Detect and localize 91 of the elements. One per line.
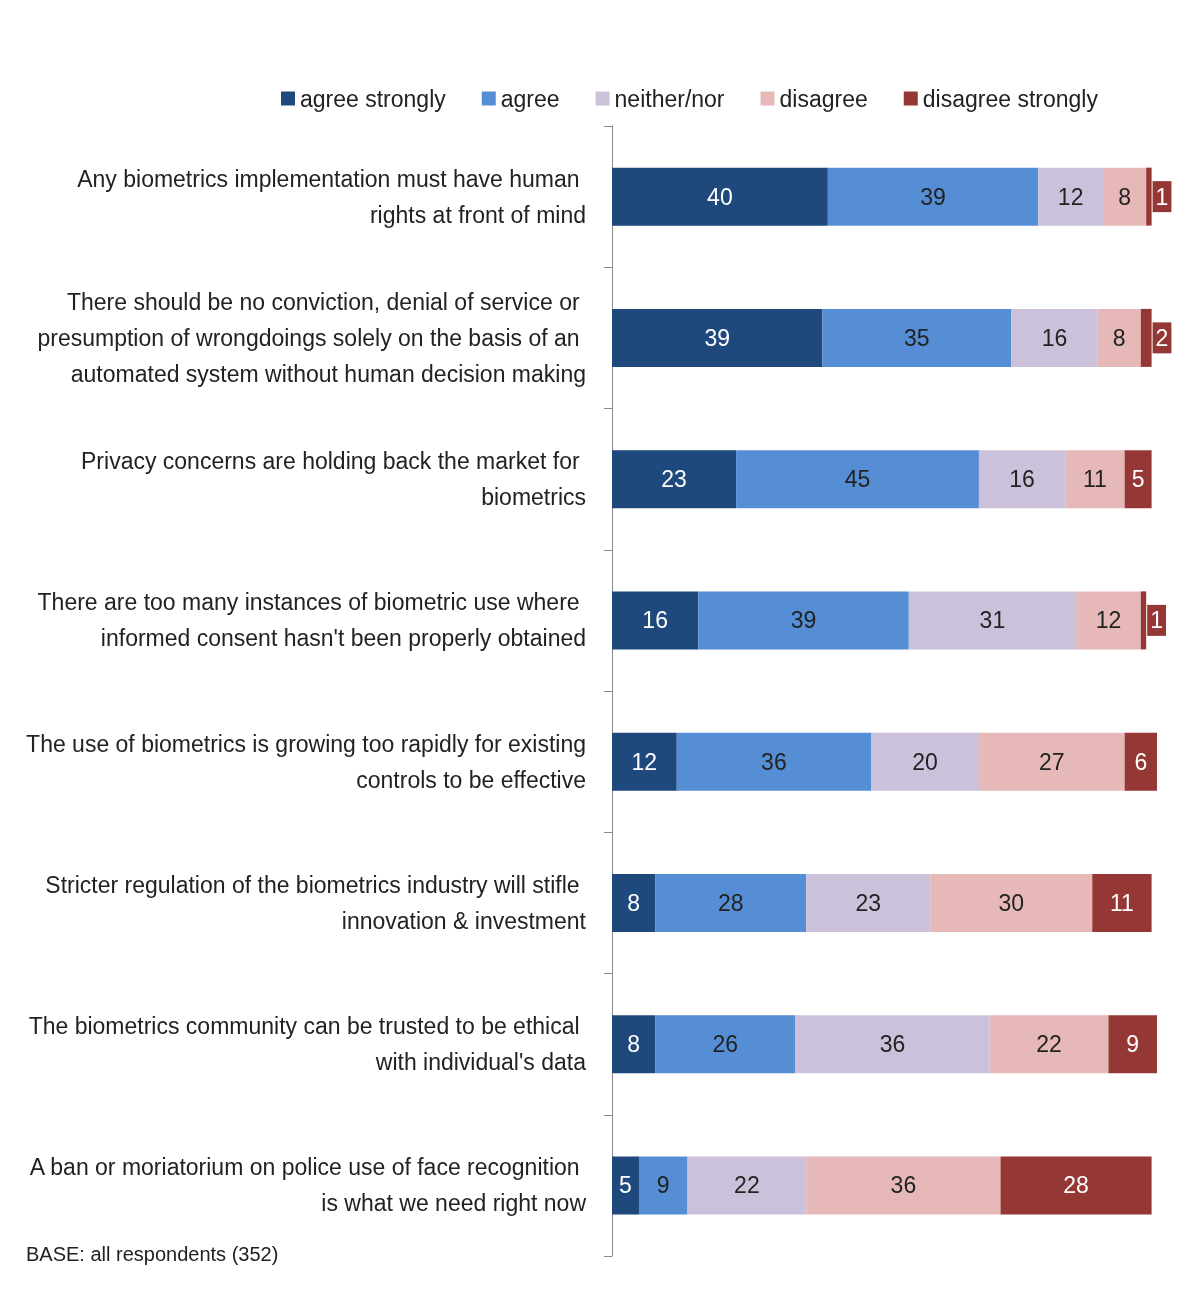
data-label: 30 [998,889,1025,916]
data-label: 12 [1057,183,1084,210]
data-label: 8 [1118,183,1132,210]
y-tick-label: There are too many instances of biometric use where informed consent hasn't been properly obtained [37,589,586,652]
data-label: 1 [1155,183,1169,210]
data-label: 23 [855,889,882,916]
bar [978,732,1125,791]
legend-label: disagree [779,85,868,112]
bar [736,450,979,509]
bar [806,1156,1001,1215]
bar [978,450,1066,509]
bar [908,591,1077,650]
bar [1103,167,1147,226]
data-label: 6 [1134,748,1148,775]
data-label: 22 [734,1172,760,1199]
data-label: 11 [1083,466,1107,493]
y-tick-label: Stricter regulation of the biometrics industry will stifle innovation & investment [45,871,587,934]
data-label: 16 [1041,324,1068,351]
data-label: 8 [627,1031,640,1058]
bar [612,308,823,367]
bar [1065,450,1125,509]
bar [638,1156,688,1215]
data-label: 5 [619,1172,632,1199]
bar [698,591,909,650]
data-label: 36 [761,748,787,775]
legend-label: disagree strongly [922,85,1099,112]
data-label: 28 [1063,1172,1089,1199]
bar [1011,308,1098,367]
bar [827,167,1039,226]
y-tick-label: The use of biometrics is growing too rapidly for existing controls to be effective [26,730,586,793]
data-label: 28 [717,889,744,916]
data-label: 16 [1009,466,1035,493]
data-label: 11 [1109,889,1134,916]
data-label: 9 [1126,1031,1140,1058]
data-label: 31 [979,607,1006,634]
bar [612,450,737,509]
legend-label: agree [500,85,560,112]
bar [1124,732,1157,791]
data-label: 12 [1095,607,1122,634]
data-label: 5 [1131,466,1145,493]
bar [806,873,931,932]
bar [612,1015,656,1074]
y-tick-label: The biometrics community can be trusted to be ethical with individual's data [28,1013,587,1076]
data-label: 27 [1038,748,1065,775]
data-label: 1 [1150,607,1163,634]
text: BASE: all respondents (352) [26,1243,279,1265]
data-label: 9 [656,1172,670,1199]
bar [612,732,677,791]
data-label: 22 [1036,1031,1062,1058]
bar [1108,1015,1157,1074]
data-label: 8 [627,889,640,916]
data-label: 8 [1112,324,1126,351]
data-label: 39 [920,183,946,210]
bar [687,1156,807,1215]
bar [795,1015,990,1074]
bar [655,873,807,932]
data-label: 40 [707,183,733,210]
data-label: 35 [904,324,930,351]
legend-label: agree strongly [300,85,447,112]
data-label: 2 [1155,324,1169,351]
data-label: 45 [844,466,871,493]
bar [1092,873,1152,932]
data-label: 39 [704,324,731,351]
bar [1076,591,1141,650]
bar [612,873,656,932]
bar [1000,1156,1152,1215]
bar [655,1015,796,1074]
y-tick-label: There should be no conviction, denial of service or presumption of wrongdoings solely on the basis of an automated system without human decision making [37,288,586,387]
data-label: 26 [712,1031,739,1058]
bar [989,1015,1109,1074]
bar [1038,167,1104,226]
bar [612,1156,639,1215]
bar [1097,308,1141,367]
y-tick-label: A ban or moriatorium on police use of face recognition is what we need right now [29,1154,587,1217]
data-label: 23 [661,466,687,493]
bar [871,732,979,791]
bar [930,873,1093,932]
data-label: 39 [790,607,817,634]
bar [822,308,1012,367]
y-tick-label: Any biometrics implementation must have human rights at front of mind [77,165,586,228]
bar [612,167,828,226]
legend-label: neither/nor [614,85,725,112]
bar [1124,450,1152,509]
data-label: 20 [912,748,938,775]
y-tick-label: Privacy concerns are holding back the market for biometrics [81,448,586,511]
data-label: 36 [890,1172,917,1199]
bar [676,732,872,791]
data-label: 16 [642,607,668,634]
data-label: 12 [631,748,658,775]
bar [612,591,699,650]
data-label: 36 [879,1031,906,1058]
